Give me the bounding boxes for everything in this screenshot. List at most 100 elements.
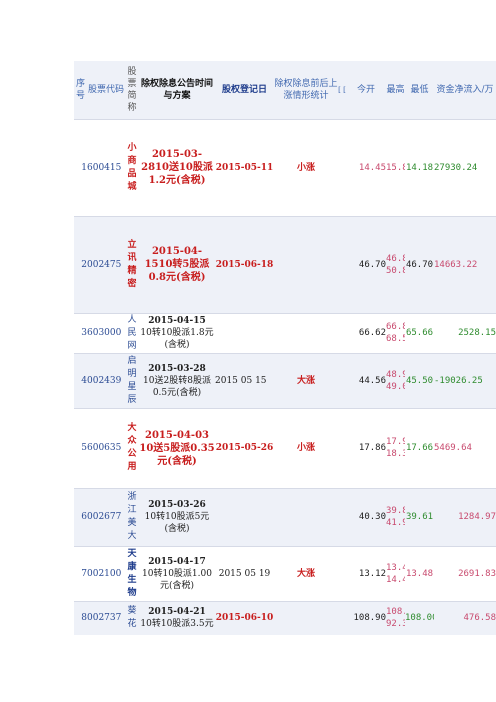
row-date: 2015-04-21 — [148, 607, 206, 618]
row-name[interactable]: 启明星辰 — [127, 355, 137, 405]
row-seq: 6 — [81, 512, 87, 522]
row-plan-text: 10转10股派5元(含税) — [144, 512, 210, 534]
row-reg: 2015-06-10 — [215, 613, 274, 624]
row-high-right: 41.90 — [386, 518, 405, 528]
row-code[interactable]: 600415 — [87, 162, 122, 173]
row-plan: 2015-03-2810送10股派1.2元(含税) — [139, 119, 215, 216]
row-seq: 2 — [81, 259, 87, 270]
row-code[interactable]: 002475 — [87, 259, 122, 270]
row-reg: 2015-05-11 — [215, 162, 274, 173]
row-plan: 2015-04-15 10转10股派1.8元(含税) — [139, 313, 215, 353]
row-name[interactable]: 大众公用 — [127, 423, 137, 472]
row-reg — [215, 313, 274, 353]
row-reg — [215, 488, 274, 546]
header-stat: 除权除息前后上涨情形统计 — [274, 78, 338, 101]
row-plan-text: 10转10股派1.8元(含税) — [140, 328, 214, 350]
row-seq: 1 — [81, 162, 87, 173]
row-code[interactable]: 600635 — [87, 443, 122, 453]
header-name: 股票简称 — [127, 66, 137, 113]
row-open: 17.86 — [358, 443, 386, 453]
row-high-left: 92.3. — [386, 619, 405, 630]
row-seq: 4 — [81, 375, 87, 386]
row-high: 108.11 92.3. — [386, 601, 405, 635]
row-plan-text: 10转5股派0.8元(含税) — [148, 259, 210, 283]
row-stat — [274, 313, 338, 353]
table-row: 3 603000 人民网 2015-04-15 10转10股派1.8元(含税) 6… — [74, 313, 496, 353]
row-name[interactable]: 小商品城 — [127, 142, 137, 192]
row-open: 44.56 — [358, 375, 386, 386]
row-high: 13.49 14.43 — [386, 546, 405, 601]
row-plan: 2015-04-17 10转10股派1.00元(含税) — [139, 546, 215, 601]
row-code[interactable]: 002677 — [87, 512, 122, 522]
row-low: 65.66 — [405, 328, 434, 338]
row-low: 17.66 — [405, 443, 434, 453]
row-name[interactable]: 浙江美大 — [127, 492, 137, 541]
row-low: 14.18 — [405, 162, 434, 173]
header-plan: 除权除息公告时间与方案 — [140, 78, 213, 101]
header-extra: [ [ — [338, 85, 346, 94]
row-date: 2015-04-15 — [144, 246, 203, 270]
row-code[interactable]: 603000 — [87, 328, 122, 338]
row-seq: 7 — [81, 568, 87, 579]
row-date: 2015-03-28 — [148, 363, 206, 374]
row-flow: 476.58 — [463, 613, 496, 624]
row-high-right: 50.80 — [386, 265, 405, 276]
header-flow: 资金净流入/万 — [436, 84, 494, 95]
row-date: 2015-04-03 — [145, 429, 209, 441]
row-plan-text: 10送5股派0.35元(含税) — [139, 442, 215, 467]
table-row: 7 002100 天康生物 2015-04-17 10转10股派1.00元(含税)… — [74, 546, 496, 601]
row-flow: 14663.22 — [434, 259, 478, 270]
row-name[interactable]: 葵花 — [127, 606, 137, 630]
dividend-table-container: 序号 股票代码 股票简称 除权除息公告时间与方案 股权登记日 除权除息前后上涨情… — [74, 61, 496, 635]
row-seq: 3 — [81, 328, 87, 338]
row-reg: 2015-05-26 — [215, 443, 274, 453]
row-high-right: 68.55 — [386, 334, 405, 344]
row-high-left: 39.82 — [386, 506, 405, 516]
row-code[interactable]: 002100 — [87, 568, 122, 579]
table-row: 6 002677 浙江美大 2015-03-26 10转10股派5元(含税) 40… — [74, 488, 496, 546]
row-plan-text: 10送2股转8股派0.5元(含税) — [143, 375, 211, 398]
row-stat: 小涨 — [296, 162, 315, 173]
row-open: 66.62 — [358, 328, 386, 338]
row-open: 40.30 — [358, 512, 386, 522]
row-stat — [274, 488, 338, 546]
dividend-table: 序号 股票代码 股票简称 除权除息公告时间与方案 股权登记日 除权除息前后上涨情… — [74, 61, 496, 635]
row-high-left: 13.49 — [386, 562, 405, 573]
row-open: 13.12 — [358, 568, 386, 579]
header-low: 最低 — [410, 84, 429, 95]
row-high: 48.97 49.02 — [386, 353, 405, 408]
header-open: 今开 — [356, 84, 375, 95]
row-flow: -19026.25 — [434, 375, 483, 386]
row-plan: 2015-04-21 10转10股派3.5元 — [139, 601, 215, 635]
row-reg: 2015-06-18 — [215, 259, 274, 270]
row-stat — [274, 601, 338, 635]
row-code[interactable]: 002737 — [87, 613, 122, 624]
row-high: 17.96 18.36 — [386, 408, 405, 488]
row-plan: 2015-03-26 10转10股派5元(含税) — [139, 488, 215, 546]
row-stat: 大涨 — [296, 375, 315, 386]
row-code[interactable]: 002439 — [87, 375, 122, 386]
row-flow: 27930.24 — [434, 162, 478, 173]
row-plan: 2015-04-03 10送5股派0.35元(含税) — [139, 408, 215, 488]
row-plan: 2015-03-28 10送2股转8股派0.5元(含税) — [139, 353, 215, 408]
row-low: 45.50 — [405, 375, 434, 386]
row-high-left: 17.96 — [386, 437, 405, 447]
row-plan-text: 10转10股派1.00元(含税) — [142, 568, 212, 591]
row-flow: 1284.97 — [458, 512, 496, 522]
table-row: 1 600415 小商品城 2015-03-2810送10股派1.2元(含税) … — [74, 119, 496, 216]
row-date: 2015-03-26 — [148, 500, 206, 510]
row-high: 15.87 — [386, 162, 405, 173]
row-name[interactable]: 立讯精密 — [127, 239, 137, 289]
row-low: 108.00 — [405, 613, 434, 624]
row-open: 108.90 — [353, 613, 386, 624]
row-seq: 8 — [81, 613, 87, 624]
table-row: 8 002737 葵花 2015-04-21 10转10股派3.5元 2015-0… — [74, 601, 496, 635]
row-name[interactable]: 人民网 — [127, 314, 137, 351]
row-date: 2015-04-15 — [148, 316, 206, 326]
row-open: 46.70 — [358, 259, 386, 270]
row-high: 66.82 68.55 — [386, 313, 405, 353]
row-name[interactable]: 天康生物 — [127, 548, 137, 598]
row-low: 13.48 — [405, 568, 434, 579]
table-row: 2 002475 立讯精密 2015-04-1510转5股派0.8元(含税) 2… — [74, 216, 496, 313]
row-plan: 2015-04-1510转5股派0.8元(含税) — [139, 216, 215, 313]
